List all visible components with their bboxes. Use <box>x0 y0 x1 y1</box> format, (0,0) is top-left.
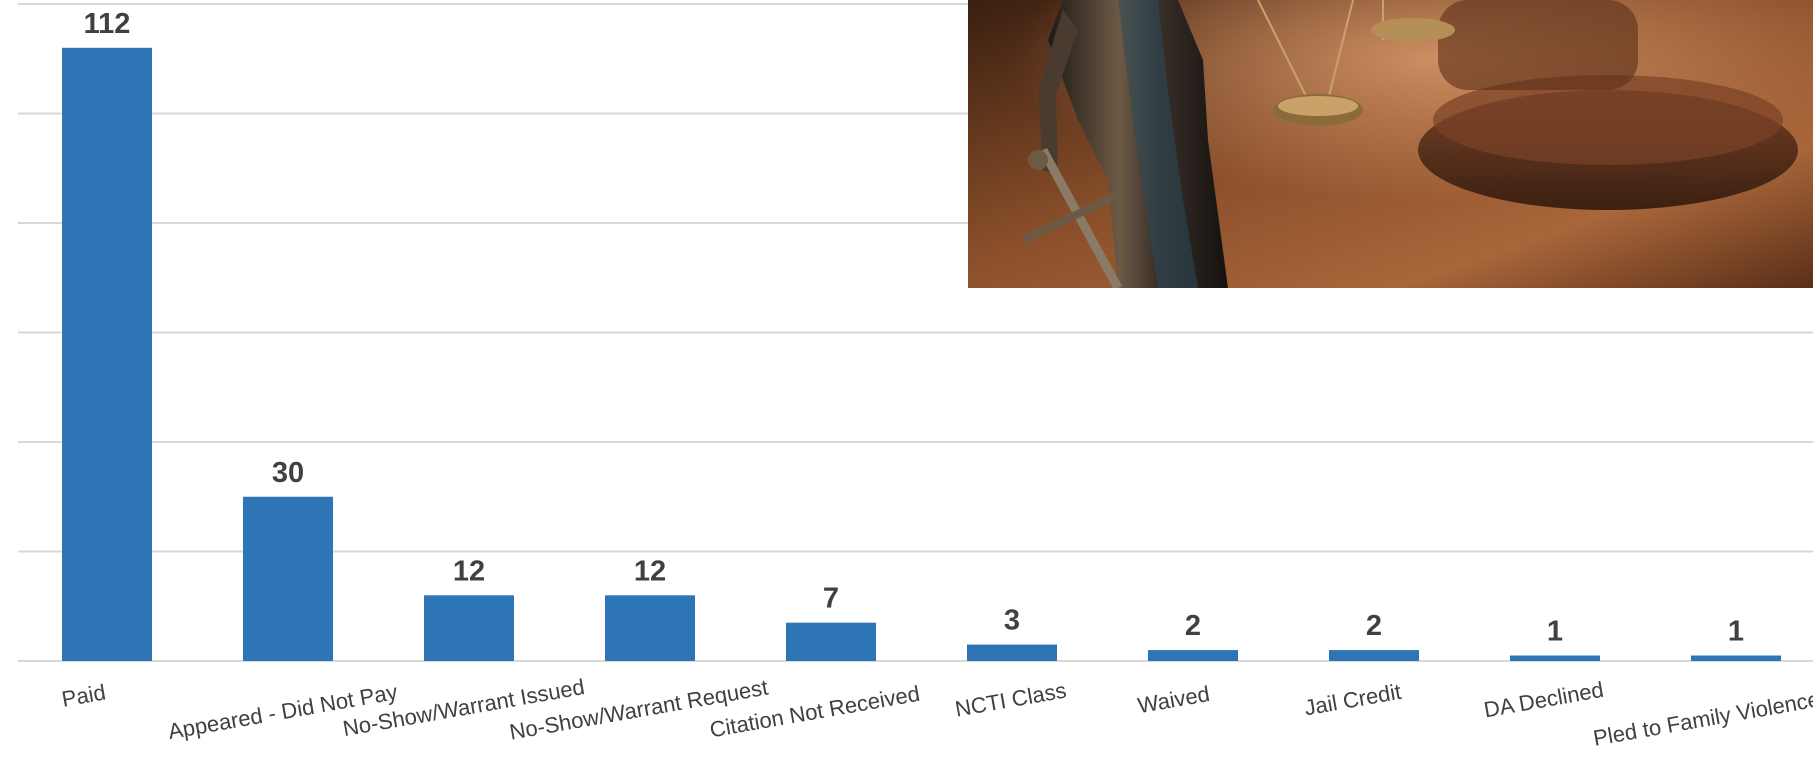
justice-photo <box>968 0 1813 288</box>
bar <box>967 644 1057 661</box>
category-label: Waived <box>1136 681 1212 718</box>
bar <box>424 595 514 661</box>
justice-statue-image <box>968 0 1813 288</box>
bar <box>786 622 876 661</box>
bar <box>243 496 333 661</box>
category-label: Paid <box>60 679 108 711</box>
bar <box>62 47 152 662</box>
category-label: Pled to Family Violence Case <box>1591 676 1813 750</box>
data-label: 112 <box>84 8 131 40</box>
data-label: 3 <box>1004 605 1020 637</box>
category-label: Jail Credit <box>1302 679 1403 721</box>
bar <box>1329 650 1419 661</box>
category-labels: Paid Appeared - Did Not PayNo-Show/Warran… <box>60 674 1813 751</box>
bar <box>605 595 695 661</box>
bar <box>1148 650 1238 661</box>
value-labels: 112 30 12 12 7 3 2 2 1 1 <box>84 8 1744 648</box>
category-label: NCTI Class <box>953 678 1068 722</box>
data-label: 30 <box>272 457 304 489</box>
bars <box>62 47 1781 662</box>
data-label: 12 <box>453 555 485 587</box>
data-label: 12 <box>634 555 666 587</box>
data-label: 7 <box>823 583 839 615</box>
data-label: 1 <box>1728 616 1744 648</box>
bar <box>1691 655 1781 661</box>
bar <box>1510 655 1600 661</box>
data-label: 1 <box>1547 616 1563 648</box>
data-label: 2 <box>1366 610 1382 642</box>
data-label: 2 <box>1185 610 1201 642</box>
category-label: DA Declined <box>1482 677 1606 723</box>
